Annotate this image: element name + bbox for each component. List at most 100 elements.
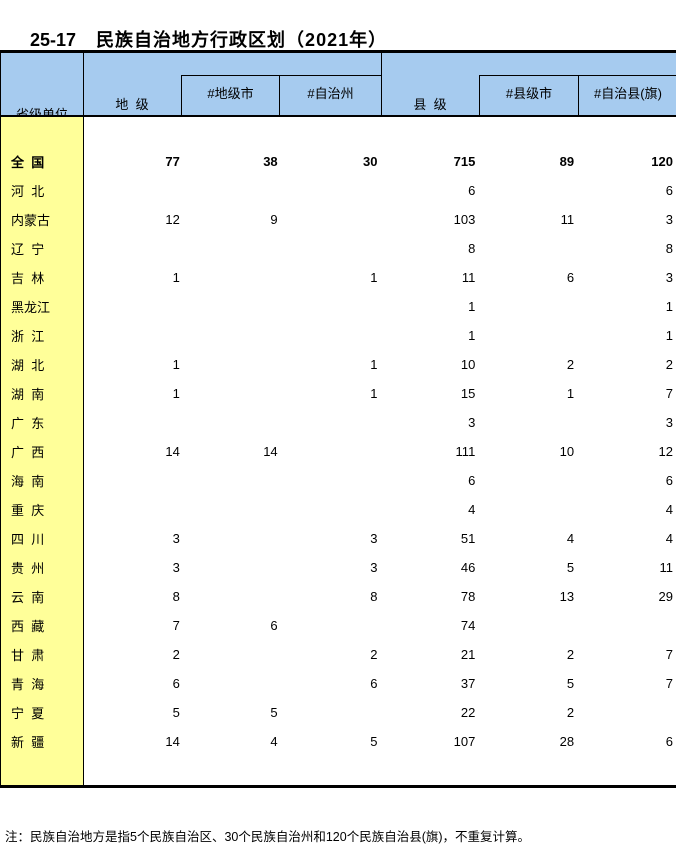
autonomous-prefecture-cell: 30 — [363, 154, 378, 169]
autonomous-prefecture-cell: 1 — [370, 386, 378, 401]
header-autonomous-prefecture: #自治州 — [307, 86, 354, 101]
autonomous-prefecture-cell: 1 — [370, 357, 378, 372]
autonomous-county-cell: 120 — [651, 154, 673, 169]
county-city-cell: 4 — [566, 531, 575, 546]
autonomous-county-cell: 11 — [659, 560, 673, 575]
table-body: 全 国 77 38 30 715 89 120 河 北 6 6 内蒙古 12 9… — [0, 117, 676, 788]
prefecture-city-cell: 5 — [270, 705, 278, 720]
autonomous-county-cell: 4 — [665, 531, 673, 546]
autonomous-prefecture-cell: 3 — [370, 531, 378, 546]
province-name: 贵 州 — [11, 561, 45, 576]
county-count-cell: 10 — [460, 357, 476, 372]
prefecture-city-cell: 14 — [263, 444, 278, 459]
province-name: 云 南 — [11, 590, 45, 605]
table-row: 宁 夏 5 5 22 2 — [1, 698, 676, 727]
county-city-cell: 89 — [559, 154, 575, 169]
county-city-cell: 6 — [566, 270, 575, 285]
table-row: 广 西 14 14 111 10 12 — [1, 437, 676, 466]
county-count-cell: 46 — [460, 560, 476, 575]
autonomous-county-cell: 2 — [665, 357, 673, 372]
province-name: 四 川 — [11, 532, 45, 547]
autonomous-county-cell: 29 — [658, 589, 673, 604]
table-row: 广 东 3 3 — [1, 408, 676, 437]
prefecture-count-cell: 1 — [172, 357, 180, 372]
header-divider-province — [83, 53, 84, 115]
county-city-cell: 13 — [559, 589, 575, 604]
province-name: 全 国 — [11, 155, 45, 170]
county-city-cell: 2 — [566, 647, 575, 662]
province-name: 黑龙江 — [11, 300, 51, 315]
prefecture-count-cell: 2 — [172, 647, 180, 662]
province-name: 宁 夏 — [11, 706, 45, 721]
table-row: 青 海 6 6 37 5 7 — [1, 669, 676, 698]
county-count-cell: 3 — [468, 415, 476, 430]
table-title-text: 民族自治地方行政区划（2021年） — [96, 30, 388, 50]
table-rows: 全 国 77 38 30 715 89 120 河 北 6 6 内蒙古 12 9… — [1, 117, 676, 756]
prefecture-count-cell: 3 — [172, 560, 180, 575]
autonomous-county-cell: 12 — [658, 444, 673, 459]
table-row: 浙 江 1 1 — [1, 321, 676, 350]
county-count-cell: 103 — [453, 212, 476, 227]
province-name: 吉 林 — [11, 271, 45, 286]
table-row: 湖 南 1 1 15 1 7 — [1, 379, 676, 408]
province-name: 西 藏 — [11, 619, 45, 634]
province-name: 海 南 — [11, 474, 45, 489]
prefecture-count-cell: 1 — [172, 270, 180, 285]
autonomous-county-cell: 7 — [665, 676, 673, 691]
table-row: 重 庆 4 4 — [1, 495, 676, 524]
province-name: 湖 南 — [11, 387, 45, 402]
prefecture-count-cell: 14 — [165, 734, 180, 749]
table-row: 吉 林 1 1 11 6 3 — [1, 263, 676, 292]
prefecture-count-cell: 8 — [172, 589, 180, 604]
county-count-cell: 4 — [468, 502, 476, 517]
table-header: 省级单位 名 称 地 级 区划数 (个) #地级市 #自治州 县 级 区划数 (… — [0, 50, 676, 232]
province-label-column — [1, 117, 84, 785]
county-count-cell: 1 — [468, 328, 476, 343]
county-count-cell: 1 — [468, 299, 476, 314]
autonomous-county-cell: 1 — [665, 328, 673, 343]
table-row: 内蒙古 12 9 103 11 3 — [1, 205, 676, 234]
prefecture-city-cell: 38 — [263, 154, 278, 169]
autonomous-county-cell: 6 — [665, 183, 673, 198]
header-county-subgroup: #县级市 #自治县(旗) — [479, 75, 676, 115]
prefecture-count-cell: 12 — [165, 212, 180, 227]
county-count-cell: 78 — [460, 589, 476, 604]
county-city-cell: 28 — [559, 734, 575, 749]
autonomous-prefecture-cell: 1 — [370, 270, 378, 285]
prefecture-city-cell: 4 — [270, 734, 278, 749]
province-name: 湖 北 — [11, 358, 45, 373]
county-city-cell: 2 — [566, 705, 575, 720]
autonomous-prefecture-cell: 8 — [370, 589, 378, 604]
county-city-cell: 11 — [560, 212, 575, 227]
county-count-cell: 15 — [460, 386, 476, 401]
county-city-cell: 10 — [559, 444, 575, 459]
autonomous-county-cell: 3 — [665, 415, 673, 430]
county-count-cell: 111 — [455, 444, 476, 459]
province-name: 广 西 — [11, 445, 45, 460]
page-title: 25-17 民族自治地方行政区划（2021年） — [6, 5, 387, 73]
header-county-line1: 县 级 — [413, 97, 447, 112]
county-city-cell: 5 — [566, 560, 575, 575]
autonomous-county-cell: 3 — [665, 212, 673, 227]
prefecture-count-cell: 3 — [172, 531, 180, 546]
table-row: 新 疆 14 4 5 107 28 6 — [1, 727, 676, 756]
header-prefecture-line1: 地 级 — [115, 97, 149, 112]
county-count-cell: 37 — [460, 676, 476, 691]
table-row: 全 国 77 38 30 715 89 120 — [1, 147, 676, 176]
county-count-cell: 51 — [460, 531, 476, 546]
prefecture-city-cell: 9 — [270, 212, 278, 227]
table-row: 辽 宁 8 8 — [1, 234, 676, 263]
header-county-city: #县级市 — [480, 76, 579, 115]
county-count-cell: 6 — [468, 183, 476, 198]
province-name: 浙 江 — [11, 329, 45, 344]
table-row: 四 川 3 3 51 4 4 — [1, 524, 676, 553]
autonomous-prefecture-cell: 5 — [370, 734, 378, 749]
autonomous-county-cell: 7 — [665, 386, 673, 401]
county-count-cell: 22 — [460, 705, 476, 720]
table-row: 云 南 8 8 78 13 29 — [1, 582, 676, 611]
prefecture-count-cell: 5 — [172, 705, 180, 720]
county-count-cell: 715 — [453, 154, 476, 169]
province-name: 青 海 — [11, 677, 45, 692]
footnote: 注：民族自治地方是指5个民族自治区、30个民族自治州和120个民族自治县(旗)，… — [5, 830, 531, 844]
